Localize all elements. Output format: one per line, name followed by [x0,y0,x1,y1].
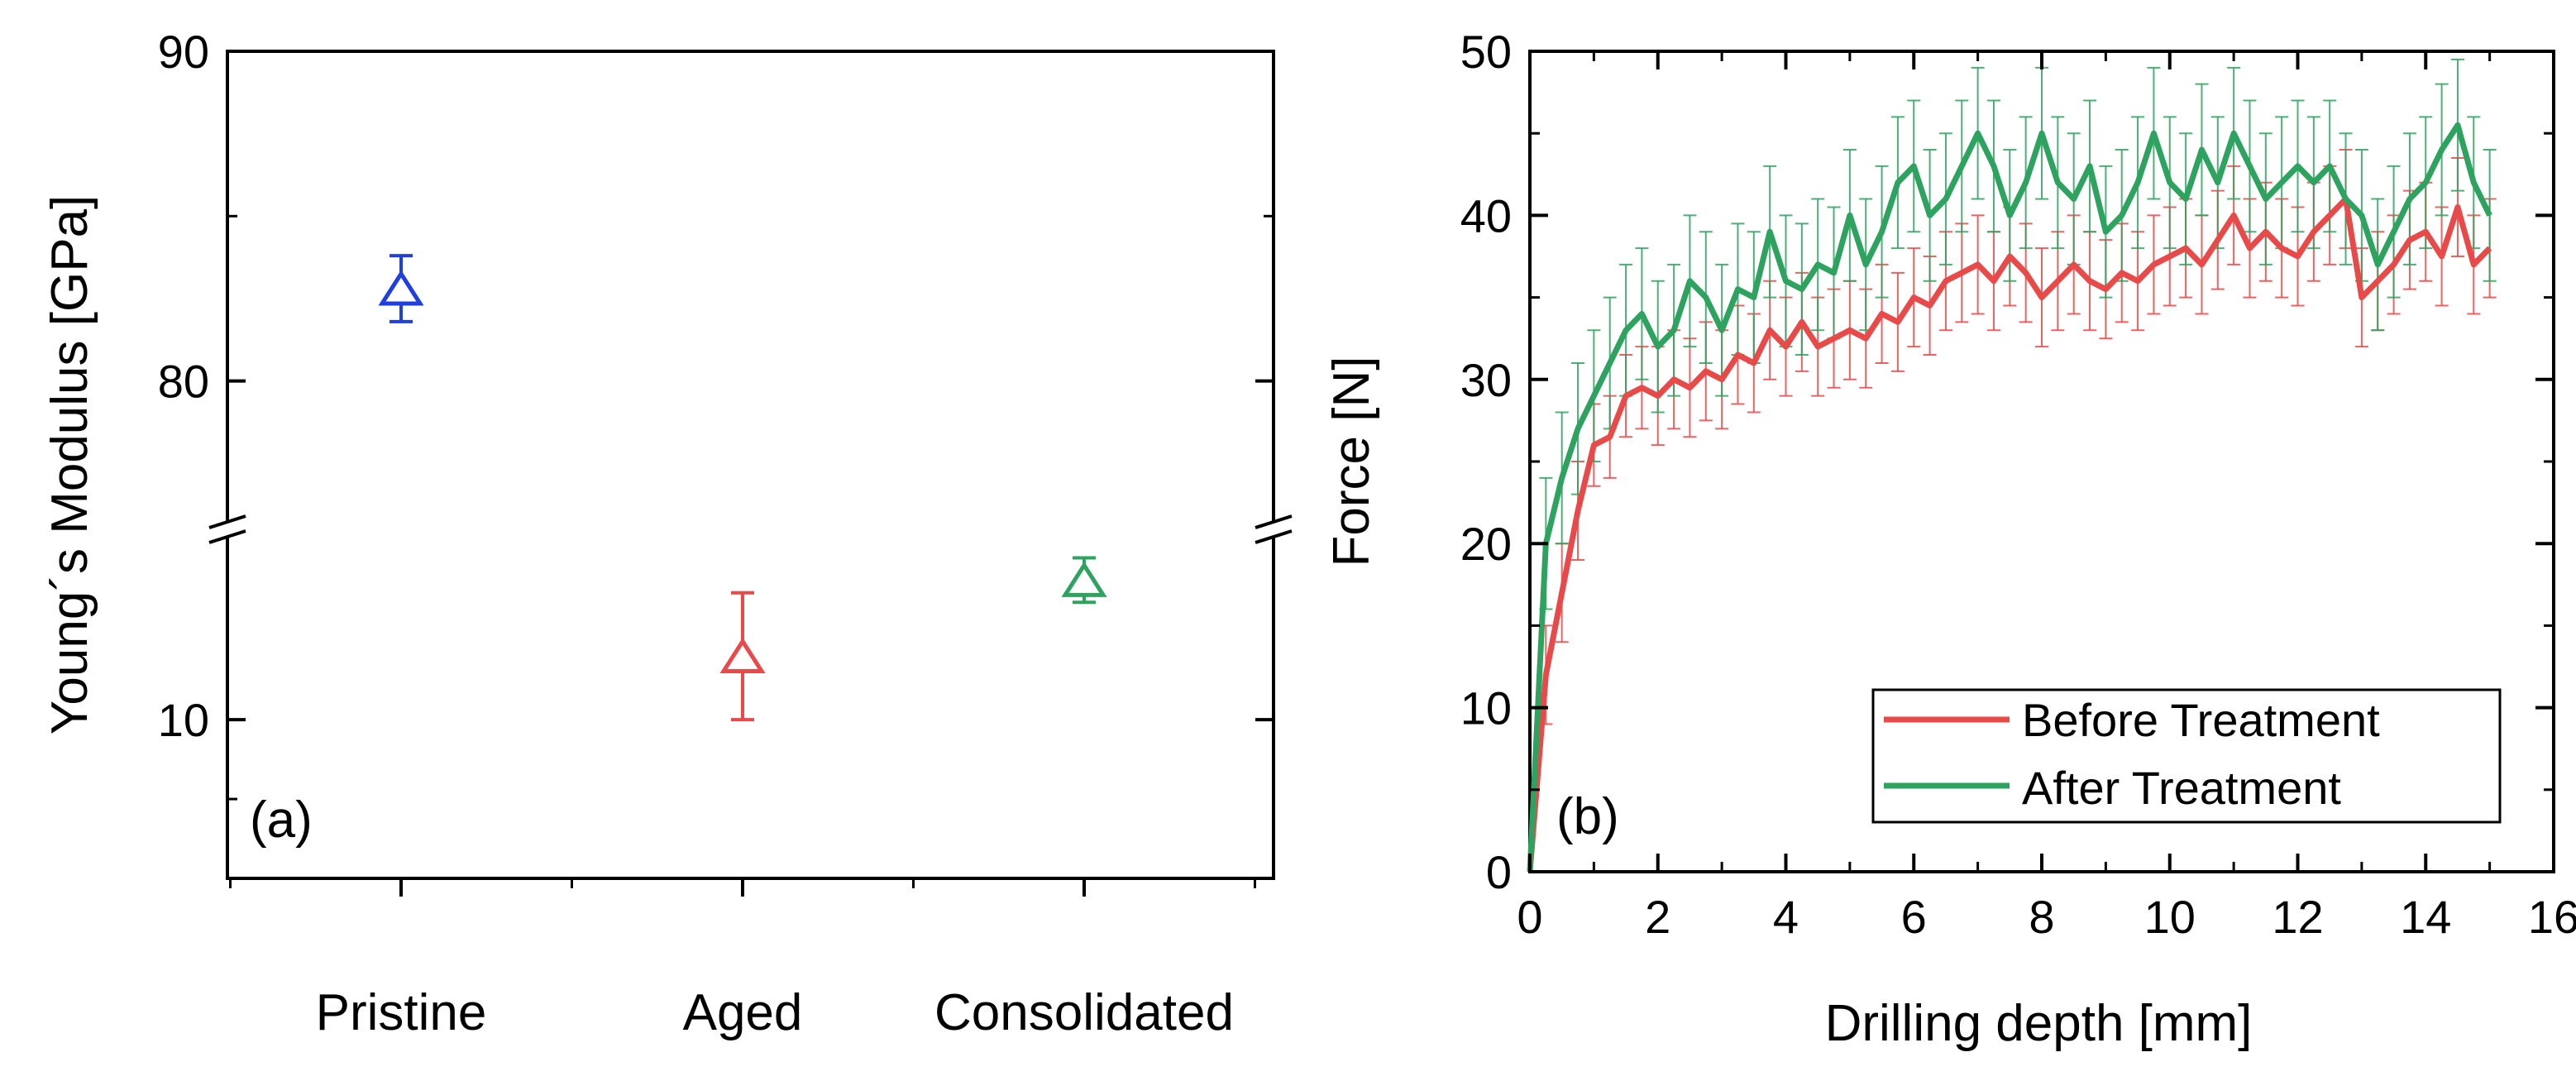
panel-b-y-tick-label: 40 [1460,189,1512,242]
panel-b-x-tick-label: 10 [2144,891,2196,943]
panel-b-y-ticks: 0 10 20 30 40 50 [1460,26,2554,898]
panel-b-label: (b) [1556,788,1619,845]
panel-a-axis-break-marks [208,514,1293,544]
panel-b-x-tick-label: 0 [1517,891,1542,943]
panel-b-legend: Before Treatment After Treatment [1871,688,2502,824]
data-point-consolidated [1061,556,1107,605]
panel-a-x-tick-label: Aged [683,984,803,1041]
panel-a-y-axis-label: Young´s Modulus [GPa] [41,195,98,735]
panel-b-x-axis-label: Drilling depth [mm] [1825,995,2253,1052]
panel-b-x-tick-label: 2 [1645,891,1670,943]
legend-label-before-treatment: Before Treatment [2022,694,2380,746]
legend-box [1871,688,2502,824]
panel-b-y-axis-label: Force [N] [1323,356,1380,567]
triangle-marker [378,270,424,306]
panel-a-x-tick-label: Consolidated [934,984,1234,1041]
data-point-aged [719,591,766,722]
panel-a-x-ticks: Pristine Aged Consolidated [229,878,1256,1041]
error-bars-after-treatment [1539,58,2497,610]
axis-break-slash [208,514,246,529]
panel-b-x-tick-label: 8 [2029,891,2054,943]
panel-b-error-bars [1539,58,2497,725]
axis-break-gap [1265,523,1282,536]
panel-b-y-tick-label: 10 [1460,682,1512,734]
panel-a-y-ticks: 10 80 90 [158,26,1274,801]
panel-b-x-tick-label: 16 [2528,891,2576,943]
panel-b-x-tick-label: 4 [1773,891,1799,943]
legend-label-after-treatment: After Treatment [2022,762,2341,814]
panel-b-x-ticks: 0 2 4 6 8 10 12 14 16 [1517,51,2576,943]
panel-a-youngs-modulus: Young´s Modulus [GPa] (a) 10 80 90 Pristin… [41,26,1293,1041]
triangle-marker [719,637,766,673]
panel-b-y-tick-label: 20 [1460,518,1512,570]
axis-break-slash [1255,529,1293,544]
panel-a-y-tick-label: 90 [158,26,209,78]
panel-b-x-tick-label: 14 [2400,891,2451,943]
panel-b-drilling-force: Force [N] Drilling depth [mm] (b) 0 2 4 6 8 1… [1323,26,2576,1052]
panel-a-y-tick-label: 80 [158,356,209,408]
panel-a-x-tick-label: Pristine [316,984,487,1041]
data-point-pristine [378,254,424,323]
series-line-after-treatment [1527,122,2492,873]
axis-break-slash [208,529,246,544]
series-line-before-treatment [1527,196,2492,873]
axis-break-slash [1255,514,1293,529]
axis-break-gap [219,523,236,536]
panel-b-series-lines [1527,122,2492,873]
triangle-marker [1061,561,1107,597]
panel-a-y-tick-label: 10 [158,694,209,746]
panel-b-x-tick-label: 12 [2272,891,2323,943]
panel-a-data-points [378,254,1107,722]
panel-a-label: (a) [250,792,313,849]
panel-b-y-tick-label: 30 [1460,354,1512,406]
panel-b-y-tick-label: 50 [1460,26,1512,78]
panel-b-x-tick-label: 6 [1901,891,1927,943]
panel-b-y-tick-label: 0 [1486,846,1512,898]
panel-a-plot-frame [226,50,1275,880]
